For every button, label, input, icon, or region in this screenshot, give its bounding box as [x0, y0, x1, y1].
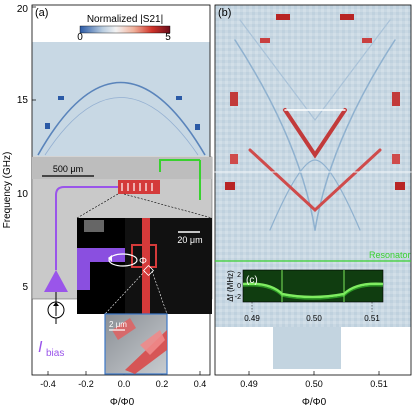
panel-c-resonance-trace — [242, 282, 384, 299]
colorbar-title: Normalized |S21| — [87, 14, 163, 25]
panel-a-spectrum-arc-inner — [44, 97, 199, 156]
panel-b-frame — [214, 4, 412, 376]
squid-scale-label: 20 μm — [177, 235, 202, 245]
panel-a-xtick: -0.2 — [78, 379, 94, 389]
panel-a-ylabel: Frequency (GHz) — [2, 152, 13, 229]
panel-b-xtick: 0.51 — [370, 379, 388, 389]
panel-a-xtick: 0.0 — [118, 379, 131, 389]
panel-c-ylabel: Δf (MHz) — [226, 270, 235, 302]
panel-a-label: (a) — [35, 7, 48, 19]
panel-b-xtick: 0.50 — [305, 379, 323, 389]
panel-c-ytick: -2 — [235, 294, 241, 301]
sem-inset: 2 μm — [104, 313, 168, 375]
panel-a-ytick-15: 15 — [17, 95, 29, 106]
panel-a-xtick: 0.4 — [194, 379, 207, 389]
panel-a-ytick-10: 10 — [17, 189, 29, 200]
flux-label: Φ — [139, 256, 147, 267]
chip-scale-label: 500 μm — [53, 164, 83, 174]
panel-b-xlabel: Φ/Φ0 — [302, 397, 327, 408]
panel-a-hot-spot — [176, 96, 182, 100]
colorbar-min: 0 — [77, 32, 83, 43]
panel-b-spectrum — [214, 14, 412, 231]
panel-c-ytick: 0 — [237, 283, 241, 290]
colorbar-max: 5 — [165, 32, 171, 43]
panel-b-x-axis: 0.49 0.50 0.51 Φ/Φ0 — [240, 371, 388, 408]
panel-b-xtick: 0.49 — [240, 379, 258, 389]
panel-a-xtick: -0.4 — [40, 379, 56, 389]
bias-subscript: bias — [46, 348, 64, 359]
resonator-line — [159, 159, 201, 200]
panel-c: (c) Δf (MHz) -2 0 2 0.49 0.50 0.51 — [226, 269, 384, 323]
squid-inset: Φ 20 μm — [77, 218, 212, 315]
panel-c-xtick: 0.49 — [244, 314, 260, 323]
panel-c-ytick: 2 — [237, 272, 241, 279]
resonator-meander — [118, 180, 160, 194]
panel-b-label: (b) — [218, 7, 231, 19]
bias-pad — [44, 270, 68, 292]
panel-a-hot-spot — [45, 123, 50, 129]
panel-a-y-axis: 5 10 15 20 Frequency (GHz) — [2, 4, 36, 293]
panel-a-xtick: 0.2 — [156, 379, 169, 389]
panel-c-xtick: 0.51 — [364, 314, 380, 323]
colorbar — [79, 25, 171, 34]
bias-label: I — [38, 339, 43, 356]
flux-loop-arrow — [108, 253, 138, 267]
panel-a-xlabel: Φ/Φ0 — [110, 397, 135, 408]
bias-line — [55, 186, 118, 270]
panel-b: (b) Resonator — [214, 4, 412, 408]
resonator-label: Resonator — [369, 250, 411, 260]
bias-source-icon — [47, 292, 65, 324]
panel-c-label: (c) — [246, 275, 258, 286]
panel-b-bottom-strip — [273, 327, 341, 369]
panel-a-x-axis: -0.4 -0.2 0.0 0.2 0.4 Φ/Φ0 — [40, 371, 206, 408]
panel-a-hot-spot — [58, 96, 64, 100]
panel-a: Normalized |S21| 0 5 (a) 5 10 15 20 Freq… — [2, 4, 213, 408]
panel-a-hot-spot — [195, 124, 200, 130]
panel-c-xtick: 0.50 — [306, 314, 322, 323]
panel-a-ytick-5: 5 — [22, 282, 28, 293]
sem-scale-label: 2 μm — [109, 320, 127, 329]
panel-a-ytick-20: 20 — [17, 4, 29, 15]
panel-a-spectrum-arc — [37, 81, 206, 156]
